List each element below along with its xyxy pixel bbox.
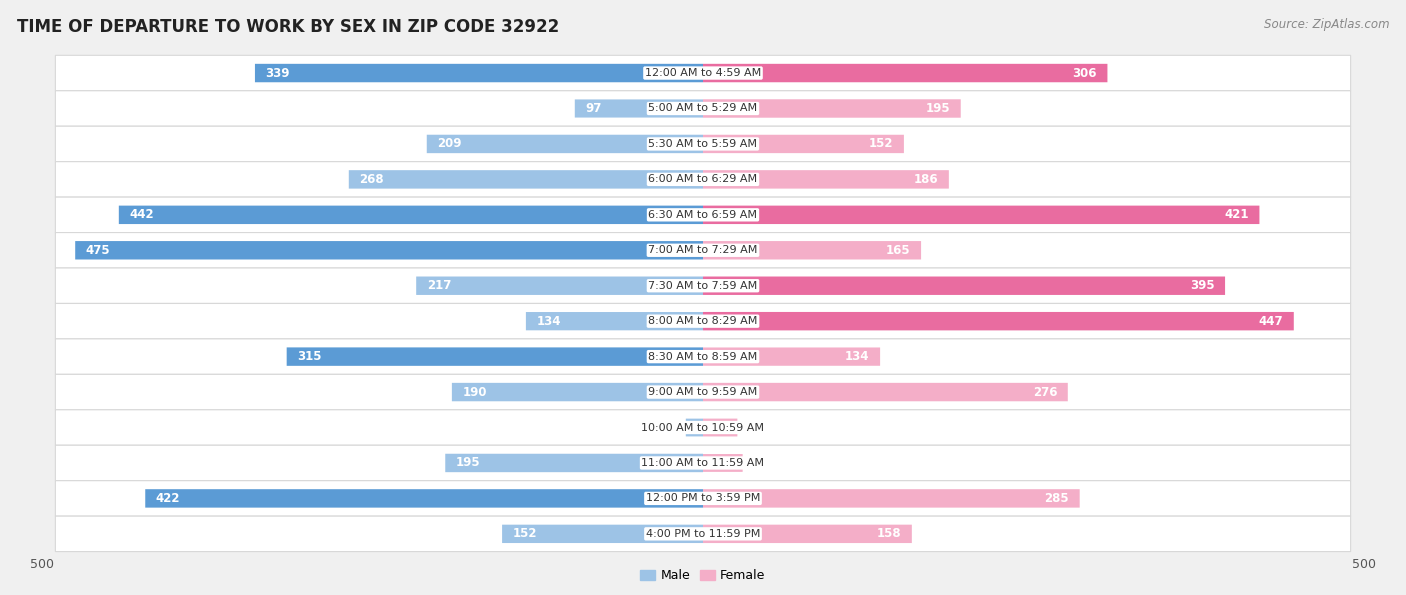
Text: 421: 421 bbox=[1225, 208, 1249, 221]
Text: 217: 217 bbox=[427, 279, 451, 292]
Text: 5:30 AM to 5:59 AM: 5:30 AM to 5:59 AM bbox=[648, 139, 758, 149]
FancyBboxPatch shape bbox=[703, 383, 1067, 401]
FancyBboxPatch shape bbox=[287, 347, 703, 366]
FancyBboxPatch shape bbox=[502, 525, 703, 543]
FancyBboxPatch shape bbox=[416, 277, 703, 295]
Text: 5:00 AM to 5:29 AM: 5:00 AM to 5:29 AM bbox=[648, 104, 758, 114]
FancyBboxPatch shape bbox=[55, 339, 1351, 374]
Text: 306: 306 bbox=[1073, 67, 1097, 80]
Text: 395: 395 bbox=[1189, 279, 1215, 292]
Text: 97: 97 bbox=[585, 102, 602, 115]
FancyBboxPatch shape bbox=[55, 233, 1351, 268]
Text: 12:00 PM to 3:59 PM: 12:00 PM to 3:59 PM bbox=[645, 493, 761, 503]
Text: 134: 134 bbox=[845, 350, 869, 363]
FancyBboxPatch shape bbox=[703, 99, 960, 118]
FancyBboxPatch shape bbox=[703, 347, 880, 366]
Text: 152: 152 bbox=[869, 137, 893, 151]
FancyBboxPatch shape bbox=[55, 91, 1351, 126]
Text: 9:00 AM to 9:59 AM: 9:00 AM to 9:59 AM bbox=[648, 387, 758, 397]
FancyBboxPatch shape bbox=[703, 134, 904, 153]
Text: 190: 190 bbox=[463, 386, 486, 399]
Text: Source: ZipAtlas.com: Source: ZipAtlas.com bbox=[1264, 18, 1389, 31]
FancyBboxPatch shape bbox=[254, 64, 703, 82]
FancyBboxPatch shape bbox=[55, 410, 1351, 445]
FancyBboxPatch shape bbox=[703, 170, 949, 189]
Text: 165: 165 bbox=[886, 244, 911, 257]
Text: 6:30 AM to 6:59 AM: 6:30 AM to 6:59 AM bbox=[648, 210, 758, 220]
Text: 158: 158 bbox=[876, 527, 901, 540]
Text: 209: 209 bbox=[437, 137, 461, 151]
Text: 8:00 AM to 8:29 AM: 8:00 AM to 8:29 AM bbox=[648, 316, 758, 326]
Text: 195: 195 bbox=[925, 102, 950, 115]
FancyBboxPatch shape bbox=[427, 134, 703, 153]
Text: 315: 315 bbox=[297, 350, 322, 363]
Text: 6:00 AM to 6:29 AM: 6:00 AM to 6:29 AM bbox=[648, 174, 758, 184]
Text: 13: 13 bbox=[664, 421, 678, 434]
Text: 195: 195 bbox=[456, 456, 481, 469]
Text: 268: 268 bbox=[360, 173, 384, 186]
Text: 134: 134 bbox=[537, 315, 561, 328]
Text: 10:00 AM to 10:59 AM: 10:00 AM to 10:59 AM bbox=[641, 422, 765, 433]
Text: 7:30 AM to 7:59 AM: 7:30 AM to 7:59 AM bbox=[648, 281, 758, 291]
FancyBboxPatch shape bbox=[703, 525, 912, 543]
FancyBboxPatch shape bbox=[703, 312, 1294, 330]
FancyBboxPatch shape bbox=[703, 206, 1260, 224]
FancyBboxPatch shape bbox=[55, 445, 1351, 481]
FancyBboxPatch shape bbox=[55, 162, 1351, 197]
FancyBboxPatch shape bbox=[703, 241, 921, 259]
FancyBboxPatch shape bbox=[75, 241, 703, 259]
Text: 4:00 PM to 11:59 PM: 4:00 PM to 11:59 PM bbox=[645, 529, 761, 539]
Text: 186: 186 bbox=[914, 173, 938, 186]
FancyBboxPatch shape bbox=[703, 64, 1108, 82]
FancyBboxPatch shape bbox=[686, 419, 703, 436]
Text: 276: 276 bbox=[1032, 386, 1057, 399]
Text: 12:00 AM to 4:59 AM: 12:00 AM to 4:59 AM bbox=[645, 68, 761, 78]
Legend: Male, Female: Male, Female bbox=[636, 564, 770, 587]
FancyBboxPatch shape bbox=[55, 303, 1351, 339]
Text: TIME OF DEPARTURE TO WORK BY SEX IN ZIP CODE 32922: TIME OF DEPARTURE TO WORK BY SEX IN ZIP … bbox=[17, 18, 560, 36]
FancyBboxPatch shape bbox=[55, 516, 1351, 552]
Text: 7:00 AM to 7:29 AM: 7:00 AM to 7:29 AM bbox=[648, 245, 758, 255]
Text: 475: 475 bbox=[86, 244, 111, 257]
Text: 8:30 AM to 8:59 AM: 8:30 AM to 8:59 AM bbox=[648, 352, 758, 362]
FancyBboxPatch shape bbox=[349, 170, 703, 189]
FancyBboxPatch shape bbox=[120, 206, 703, 224]
FancyBboxPatch shape bbox=[451, 383, 703, 401]
FancyBboxPatch shape bbox=[575, 99, 703, 118]
FancyBboxPatch shape bbox=[145, 489, 703, 508]
FancyBboxPatch shape bbox=[703, 454, 742, 472]
Text: 285: 285 bbox=[1045, 492, 1069, 505]
Text: 447: 447 bbox=[1258, 315, 1284, 328]
FancyBboxPatch shape bbox=[55, 481, 1351, 516]
FancyBboxPatch shape bbox=[55, 55, 1351, 91]
FancyBboxPatch shape bbox=[55, 374, 1351, 410]
FancyBboxPatch shape bbox=[55, 126, 1351, 162]
Text: 152: 152 bbox=[513, 527, 537, 540]
FancyBboxPatch shape bbox=[526, 312, 703, 330]
Text: 30: 30 bbox=[751, 456, 765, 469]
FancyBboxPatch shape bbox=[55, 268, 1351, 303]
FancyBboxPatch shape bbox=[446, 454, 703, 472]
FancyBboxPatch shape bbox=[703, 419, 737, 436]
Text: 339: 339 bbox=[266, 67, 290, 80]
Text: 422: 422 bbox=[156, 492, 180, 505]
Text: 11:00 AM to 11:59 AM: 11:00 AM to 11:59 AM bbox=[641, 458, 765, 468]
FancyBboxPatch shape bbox=[703, 277, 1225, 295]
FancyBboxPatch shape bbox=[703, 489, 1080, 508]
Text: 26: 26 bbox=[745, 421, 761, 434]
Text: 442: 442 bbox=[129, 208, 155, 221]
FancyBboxPatch shape bbox=[55, 197, 1351, 233]
